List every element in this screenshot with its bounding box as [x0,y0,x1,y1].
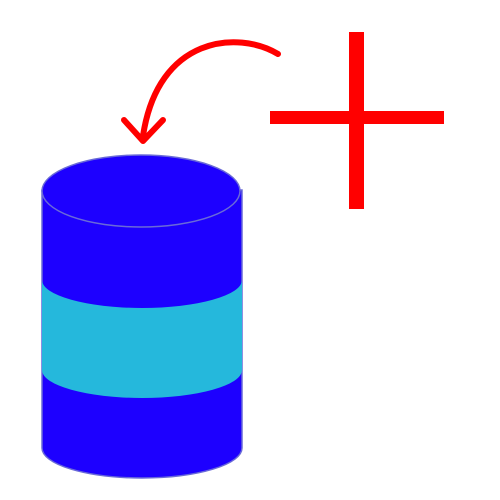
database-band [42,280,242,398]
arrow-head [121,117,166,144]
plus-icon [270,32,444,209]
curved-arrow-icon [121,39,281,144]
database-icon [41,154,243,479]
arrow-curve [140,39,281,139]
database-top [41,154,241,228]
plus-vertical-bar [349,32,364,209]
